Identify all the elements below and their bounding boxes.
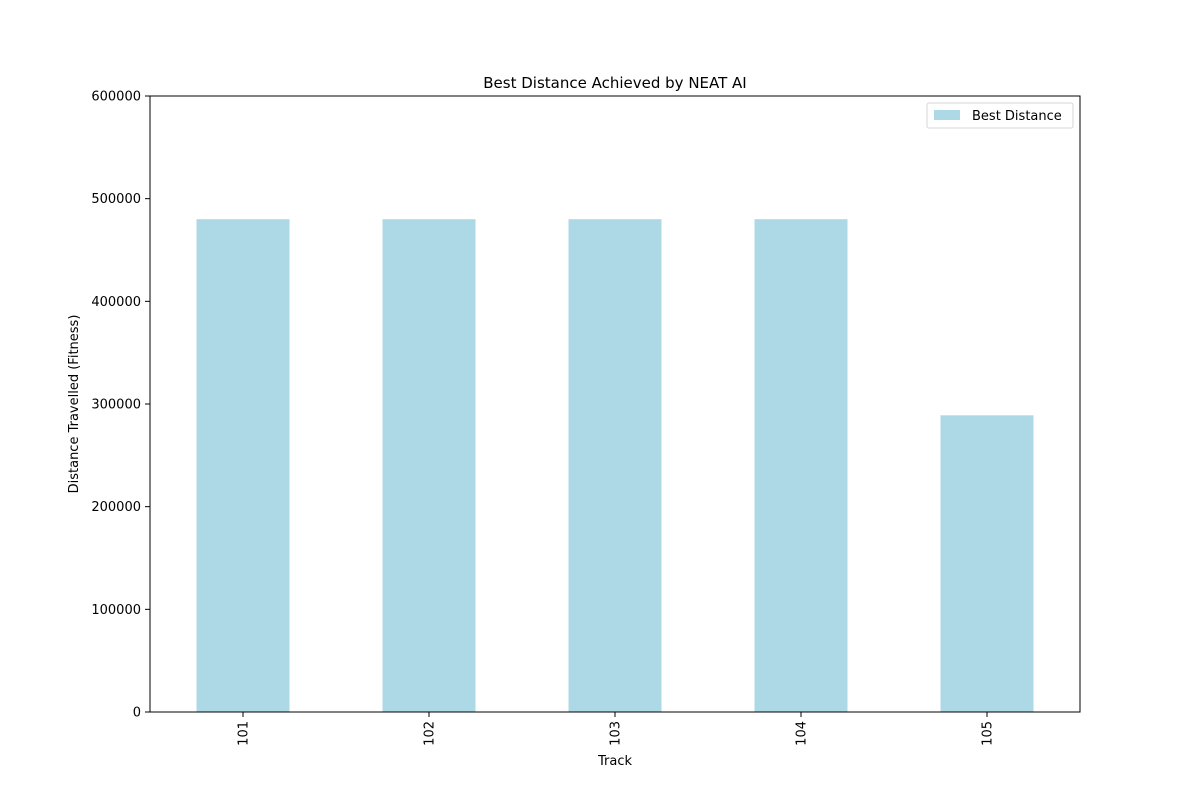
- y-tick-label: 500000: [91, 192, 141, 207]
- x-tick-label: 102: [423, 721, 438, 746]
- chart-title: Best Distance Achieved by NEAT AI: [483, 74, 746, 92]
- x-axis-label: Track: [597, 754, 632, 769]
- bars-layer: [196, 219, 1034, 712]
- x-tick-label: 103: [609, 721, 624, 746]
- legend-box: [926, 102, 1074, 129]
- bar-103: [568, 219, 662, 712]
- legend-swatch: [934, 110, 960, 120]
- bar-102: [382, 219, 476, 712]
- y-tick-label: 0: [133, 706, 141, 721]
- x-axis: 101 102 103 104 105: [237, 712, 996, 746]
- y-tick-label: 100000: [91, 603, 141, 618]
- y-axis-label: Distance Travelled (Fitness): [67, 315, 82, 494]
- y-tick-label: 200000: [91, 500, 141, 515]
- legend: Best Distance: [926, 102, 1074, 129]
- y-tick-label: 300000: [91, 398, 141, 413]
- y-tick-label: 400000: [91, 295, 141, 310]
- x-tick-label: 101: [237, 721, 252, 746]
- bar-101: [196, 219, 290, 712]
- bar-104: [754, 219, 848, 712]
- y-tick-label: 600000: [91, 90, 141, 105]
- y-axis: 0 100000 200000 300000 400000 500000 600000: [91, 90, 150, 721]
- legend-label: Best Distance: [972, 109, 1062, 124]
- x-tick-label: 104: [795, 721, 810, 746]
- x-tick-label: 105: [981, 721, 996, 746]
- bar-105: [940, 415, 1034, 712]
